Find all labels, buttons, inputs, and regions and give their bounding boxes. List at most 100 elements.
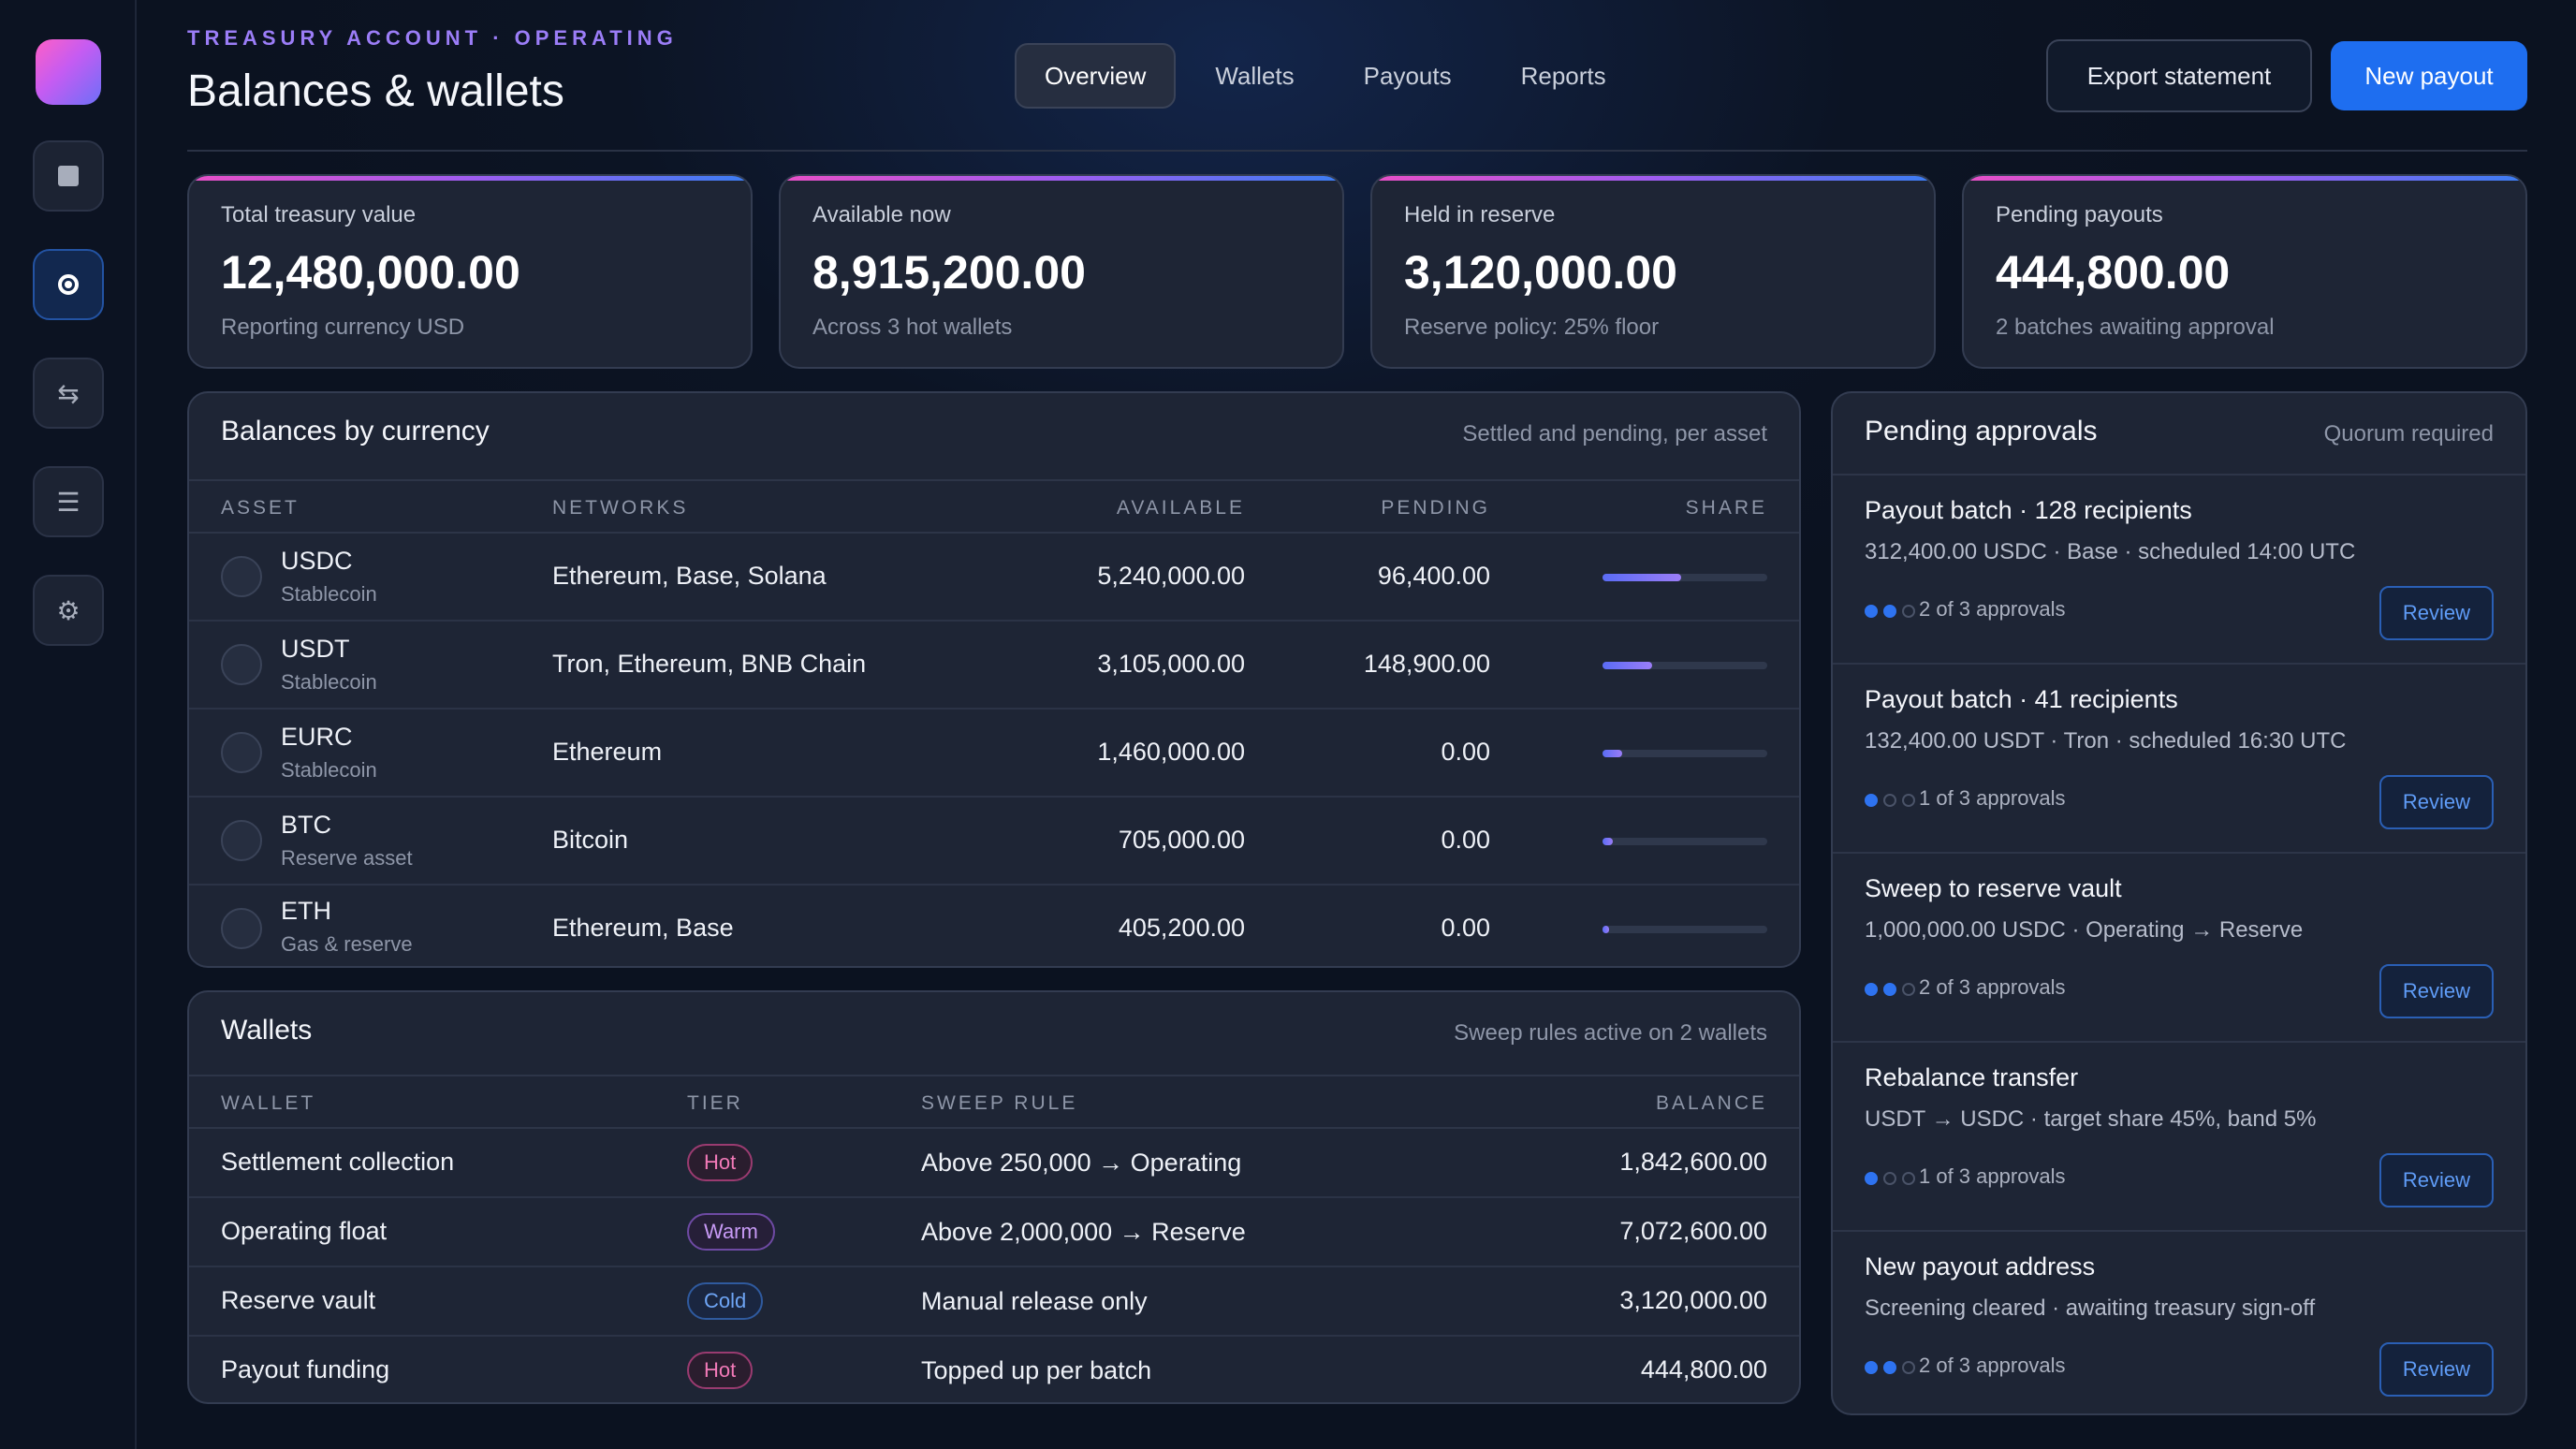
table-row[interactable]: Settlement collection Hot Above 250,000 …	[189, 1129, 1799, 1198]
tab-wallets[interactable]: Wallets	[1215, 61, 1295, 90]
share-bar	[1603, 926, 1767, 933]
header-divider	[187, 150, 2527, 152]
nav-settings-button[interactable]: ⚙	[33, 575, 104, 646]
export-statement-button[interactable]: Export statement	[2046, 39, 2312, 112]
coin-icon	[221, 644, 262, 685]
approval-dot-filled	[1865, 605, 1878, 618]
asset-name: BTC	[281, 811, 331, 839]
approval-dot-empty	[1902, 1172, 1915, 1185]
asset-type: Reserve asset	[281, 846, 413, 870]
wallet-balance: 1,842,600.00	[1619, 1148, 1767, 1176]
approval-title: Rebalance transfer	[1865, 1063, 2079, 1091]
stat-value: 12,480,000.00	[221, 246, 520, 299]
wallets-panel: Wallets Sweep rules active on 2 wallets …	[187, 990, 1801, 1404]
stat-card-available: Available now 8,915,200.00 Across 3 hot …	[779, 174, 1344, 369]
sweep-rule: Topped up per batch	[921, 1356, 1152, 1384]
asset-name: USDC	[281, 547, 353, 575]
tab-reports[interactable]: Reports	[1520, 61, 1606, 90]
review-button[interactable]: Review	[2379, 1342, 2494, 1397]
sweep-rule: Above 2,000,000 → Reserve	[921, 1218, 1246, 1246]
table-row[interactable]: EURC Stablecoin Ethereum 1,460,000.00 0.…	[189, 710, 1799, 798]
tier-badge: Warm	[687, 1213, 775, 1251]
coin-icon	[221, 908, 262, 949]
table-row[interactable]: USDT Stablecoin Tron, Ethereum, BNB Chai…	[189, 622, 1799, 710]
stat-sub: Reporting currency USD	[221, 315, 465, 340]
approval-dot-empty	[1902, 794, 1915, 807]
square-icon	[58, 166, 79, 186]
col-balance: BALANCE	[1655, 1092, 1767, 1114]
table-row[interactable]: Reserve vault Cold Manual release only 3…	[189, 1267, 1799, 1337]
asset-pending: 0.00	[1441, 914, 1490, 942]
approval-dot-empty	[1902, 983, 1915, 996]
asset-pending: 96,400.00	[1377, 562, 1490, 590]
nav-dashboard-button[interactable]	[33, 140, 104, 212]
app-logo	[36, 39, 101, 105]
wallet-balance: 444,800.00	[1640, 1355, 1767, 1383]
stat-label: Available now	[812, 202, 951, 227]
approval-meta: 1,000,000.00 USDC · Operating → Reserve	[1865, 917, 2304, 943]
approval-meta: 312,400.00 USDC · Base · scheduled 14:00…	[1865, 539, 2356, 564]
coin-icon	[221, 732, 262, 773]
approval-item: Payout batch · 128 recipients 312,400.00…	[1833, 474, 2525, 663]
radio-dot-icon	[58, 274, 79, 295]
approval-dot-empty	[1883, 1172, 1896, 1185]
approval-title: New payout address	[1865, 1252, 2096, 1281]
approval-progress-dots	[1865, 983, 1915, 996]
asset-pending: 148,900.00	[1363, 650, 1490, 678]
approval-progress-dots	[1865, 1361, 1915, 1374]
review-button[interactable]: Review	[2379, 1153, 2494, 1208]
asset-pending: 0.00	[1441, 826, 1490, 854]
nav-list-button[interactable]: ☰	[33, 466, 104, 537]
approval-dot-filled	[1865, 1172, 1878, 1185]
col-pending: PENDING	[1381, 497, 1490, 519]
stat-value: 444,800.00	[1996, 246, 2231, 299]
asset-networks: Ethereum, Base	[552, 914, 734, 942]
transfer-arrows-icon: ⇆	[57, 378, 80, 408]
tab-payouts[interactable]: Payouts	[1363, 61, 1452, 90]
approval-item: Sweep to reserve vault 1,000,000.00 USDC…	[1833, 852, 2525, 1041]
panel-subtitle: Settled and pending, per asset	[1462, 421, 1767, 446]
sweep-rule: Manual release only	[921, 1287, 1148, 1315]
panel-subtitle: Quorum required	[2323, 421, 2494, 446]
table-row[interactable]: Payout funding Hot Topped up per batch 4…	[189, 1337, 1799, 1402]
coin-icon	[221, 556, 262, 597]
wallet-balance: 3,120,000.00	[1619, 1286, 1767, 1314]
approval-dot-filled	[1883, 1361, 1896, 1374]
stat-label: Held in reserve	[1404, 202, 1556, 227]
col-share: SHARE	[1685, 497, 1767, 519]
approval-dot-empty	[1902, 1361, 1915, 1374]
table-row[interactable]: BTC Reserve asset Bitcoin 705,000.00 0.0…	[189, 798, 1799, 886]
new-payout-button[interactable]: New payout	[2331, 41, 2527, 110]
share-bar-fill	[1603, 838, 1613, 845]
asset-name: USDT	[281, 635, 350, 663]
review-button[interactable]: Review	[2379, 775, 2494, 829]
table-row[interactable]: Operating float Warm Above 2,000,000 → R…	[189, 1198, 1799, 1267]
wallet-name: Reserve vault	[221, 1286, 376, 1314]
approval-count: 2 of 3 approvals	[1919, 975, 2066, 999]
review-button[interactable]: Review	[2379, 586, 2494, 640]
nav-transfers-button[interactable]: ⇆	[33, 358, 104, 429]
stat-label: Total treasury value	[221, 202, 417, 227]
approval-count: 1 of 3 approvals	[1919, 786, 2066, 810]
wallet-name: Settlement collection	[221, 1148, 455, 1176]
asset-networks: Ethereum	[552, 738, 663, 766]
tab-overview[interactable]: Overview	[1015, 43, 1177, 109]
tier-badge: Hot	[687, 1144, 754, 1181]
approval-count: 2 of 3 approvals	[1919, 1354, 2066, 1377]
table-row[interactable]: ETH Gas & reserve Ethereum, Base 405,200…	[189, 886, 1799, 966]
approval-dot-filled	[1865, 794, 1878, 807]
approval-count: 2 of 3 approvals	[1919, 597, 2066, 621]
review-button[interactable]: Review	[2379, 964, 2494, 1018]
approval-dot-filled	[1865, 1361, 1878, 1374]
approval-meta: Screening cleared · awaiting treasury si…	[1865, 1295, 2316, 1321]
stat-card-reserve: Held in reserve 3,120,000.00 Reserve pol…	[1370, 174, 1936, 369]
nav-balances-button[interactable]	[33, 249, 104, 320]
approval-dot-empty	[1883, 794, 1896, 807]
approval-dot-empty	[1902, 605, 1915, 618]
col-sweep-rule: SWEEP RULE	[921, 1092, 1078, 1114]
panel-title: Pending approvals	[1865, 416, 2098, 446]
stat-card-pending: Pending payouts 444,800.00 2 batches awa…	[1962, 174, 2527, 369]
table-row[interactable]: USDC Stablecoin Ethereum, Base, Solana 5…	[189, 534, 1799, 622]
approval-title: Payout batch · 41 recipients	[1865, 685, 2178, 713]
approval-dot-filled	[1883, 605, 1896, 618]
